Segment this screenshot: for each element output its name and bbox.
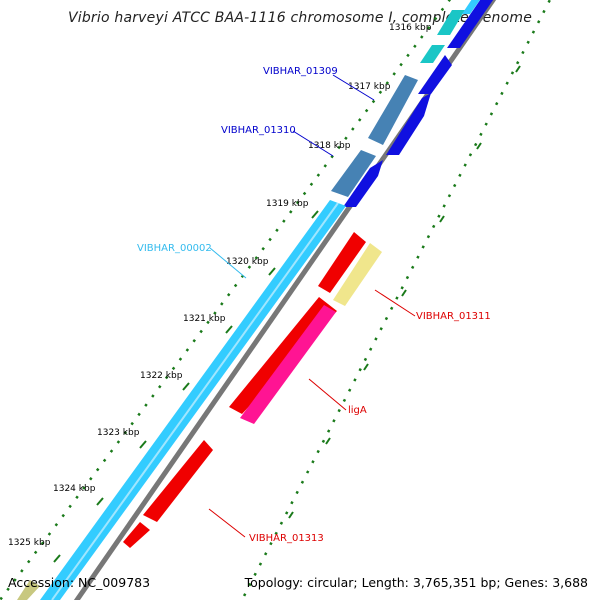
label-connectors — [208, 74, 416, 538]
red-cds-1313 — [143, 440, 213, 522]
cds-arrow-1310 — [386, 93, 431, 155]
accession-text: Accession: NC_009783 — [8, 575, 151, 590]
tick-label-1317: 1317 kbp — [348, 82, 391, 92]
tick-label-1323: 1323 kbp — [97, 428, 140, 438]
tick-label-1322: 1322 kbp — [140, 371, 183, 381]
contig-band-main — [462, 0, 480, 14]
gene-box-1309 — [368, 75, 418, 145]
contig-band-lower — [40, 200, 346, 600]
cds-arrow-00002 — [343, 160, 383, 207]
red-cds-1313-b — [123, 522, 150, 548]
gene-box-1310 — [331, 150, 376, 197]
teal-feature-2 — [420, 45, 445, 63]
tick-label-1318: 1318 kbp — [308, 141, 351, 151]
tick-label-1319: 1319 kbp — [266, 199, 309, 209]
tick-label-1324: 1324 kbp — [53, 484, 96, 494]
gene-label-vibhar-01309[interactable]: VIBHAR_01309 — [263, 66, 338, 77]
red-cds-1311 — [318, 232, 366, 293]
outer-tick-marks — [288, 65, 521, 519]
khaki-feature-bottom — [17, 580, 40, 600]
map-title: Vibrio harveyi ATCC BAA-1116 chromosome … — [67, 10, 533, 26]
contig-edge-highlight — [51, 202, 339, 600]
pink-gene-ligA — [240, 305, 336, 424]
khaki-gene-1311 — [333, 243, 382, 306]
cds-arrow-1309 — [418, 55, 452, 94]
teal-feature — [437, 10, 465, 35]
tick-label-1321: 1321 kbp — [183, 314, 226, 324]
inner-dotted-ring — [0, 0, 452, 600]
tick-label-1325: 1325 kbp — [8, 538, 51, 548]
gene-label-vibhar-01313[interactable]: VIBHAR_01313 — [249, 533, 324, 544]
tick-label-1316: 1316 kbp — [389, 23, 432, 33]
gene-label-vibhar-00002[interactable]: VIBHAR_00002 — [137, 243, 212, 254]
backbone-line — [73, 0, 497, 600]
gene-label-vibhar-01311[interactable]: VIBHAR_01311 — [416, 311, 491, 322]
gene-label-liga[interactable]: ligA — [348, 405, 367, 416]
cds-track-top — [447, 0, 494, 48]
genome-summary-text: Topology: circular; Length: 3,765,351 bp… — [244, 575, 588, 590]
tick-label-1320: 1320 kbp — [226, 257, 269, 267]
gene-label-vibhar-01310[interactable]: VIBHAR_01310 — [221, 125, 296, 136]
